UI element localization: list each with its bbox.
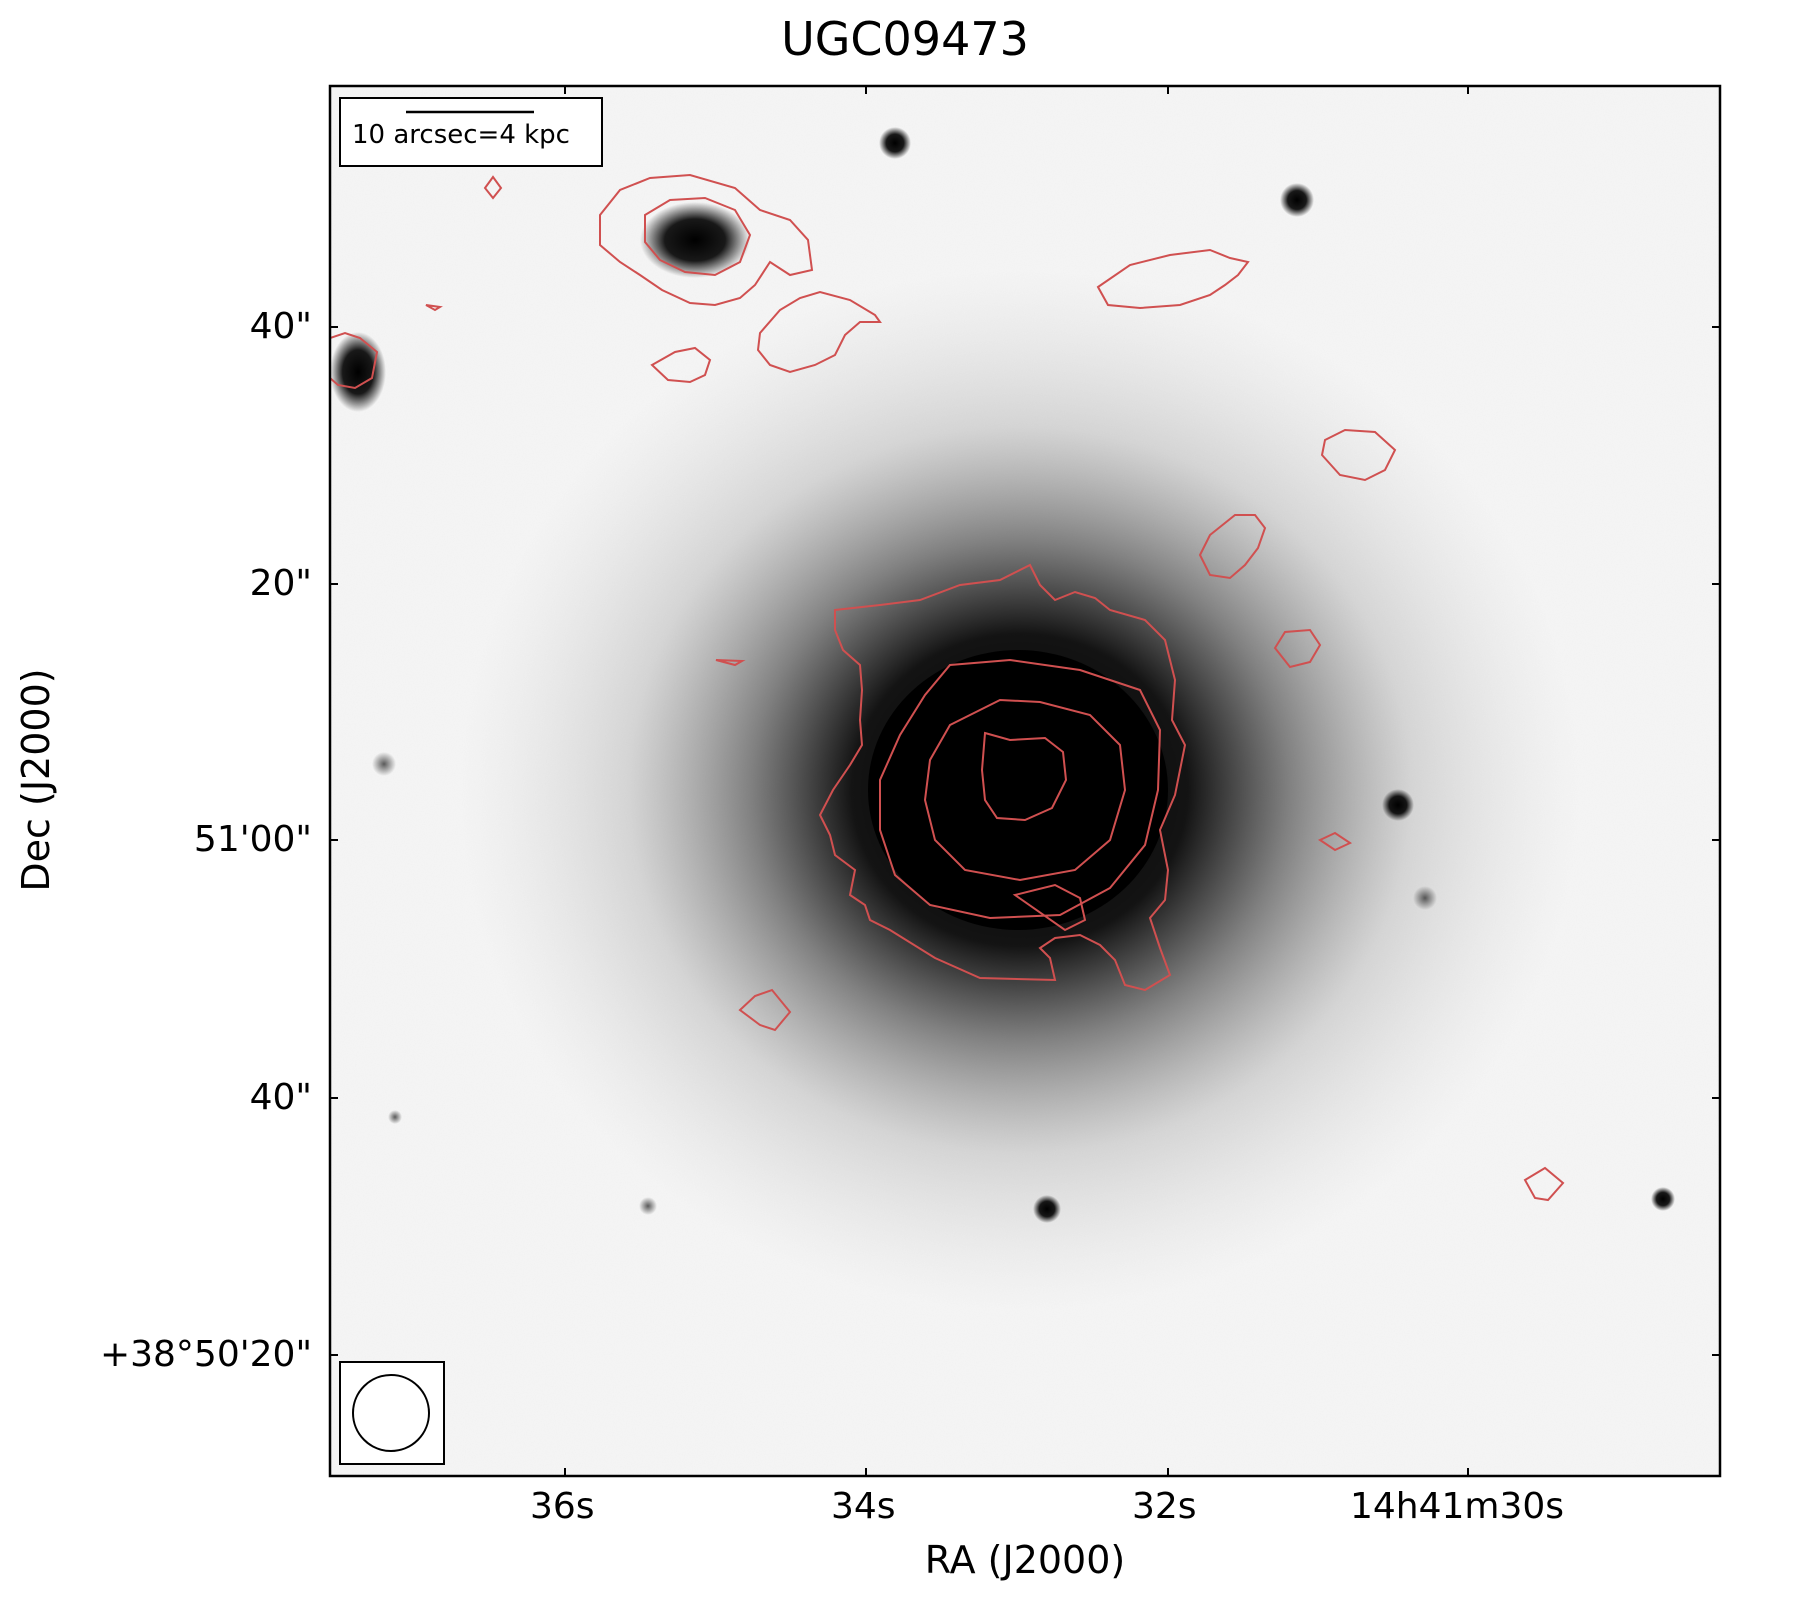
star (1280, 183, 1314, 217)
x-tick-label: 14h41m30s (1350, 1486, 1565, 1527)
x-ticks (564, 86, 1469, 1476)
beam-ellipse (352, 1374, 430, 1452)
contour-companion-outer (599, 173, 814, 307)
y-axis-label: Dec (J2000) (14, 668, 58, 892)
companion-galaxy-west (330, 332, 386, 412)
contours (330, 173, 1565, 1202)
y-tick-label: 40" (249, 306, 312, 347)
x-axis-label: RA (J2000) (924, 1538, 1126, 1582)
y-tick-label: 20" (249, 563, 312, 604)
contour-level-2 (879, 658, 1162, 920)
x-tick-label: 36s (530, 1486, 595, 1527)
star (388, 1110, 402, 1124)
contour-knot (1096, 248, 1250, 310)
contour-knot (1317, 831, 1353, 852)
star (1033, 1195, 1061, 1223)
contour-level-3 (923, 698, 1127, 882)
y-ticks (330, 326, 1720, 1356)
star (1651, 1187, 1675, 1211)
star (372, 752, 396, 776)
contour-knot (1198, 514, 1267, 580)
scalebar-label: 10 arcsec=4 kpc (352, 120, 570, 150)
y-tick-label: 51'00" (193, 819, 312, 860)
contour-knot (650, 346, 712, 384)
x-tick-label: 32s (1132, 1486, 1197, 1527)
contour-knot (715, 659, 746, 667)
contour-knot (1320, 428, 1397, 482)
star (879, 127, 911, 159)
contour-knot (483, 175, 503, 200)
star (639, 1197, 657, 1215)
contour-knot (1523, 1166, 1565, 1202)
star (1413, 886, 1437, 910)
contour-knot (425, 304, 443, 312)
contour-level-4 (980, 731, 1068, 822)
companion-galaxy-north (640, 202, 750, 278)
contour-knot (330, 331, 379, 390)
contour-knot (738, 988, 792, 1032)
contour-knot (756, 290, 882, 374)
contour-level-1 (818, 563, 1187, 992)
figure-title: UGC09473 (781, 12, 1029, 66)
scalebar-box (339, 97, 603, 167)
image-frame (328, 84, 1722, 1478)
contour-knot (1273, 628, 1322, 669)
x-tick-label: 34s (831, 1486, 896, 1527)
y-tick-label: +38°50'20" (99, 1334, 312, 1375)
y-tick-label: 40" (249, 1077, 312, 1118)
main-galaxy-core (868, 650, 1168, 930)
contour-companion-inner (644, 196, 752, 277)
beam-box (339, 1361, 445, 1465)
star (1382, 789, 1414, 821)
